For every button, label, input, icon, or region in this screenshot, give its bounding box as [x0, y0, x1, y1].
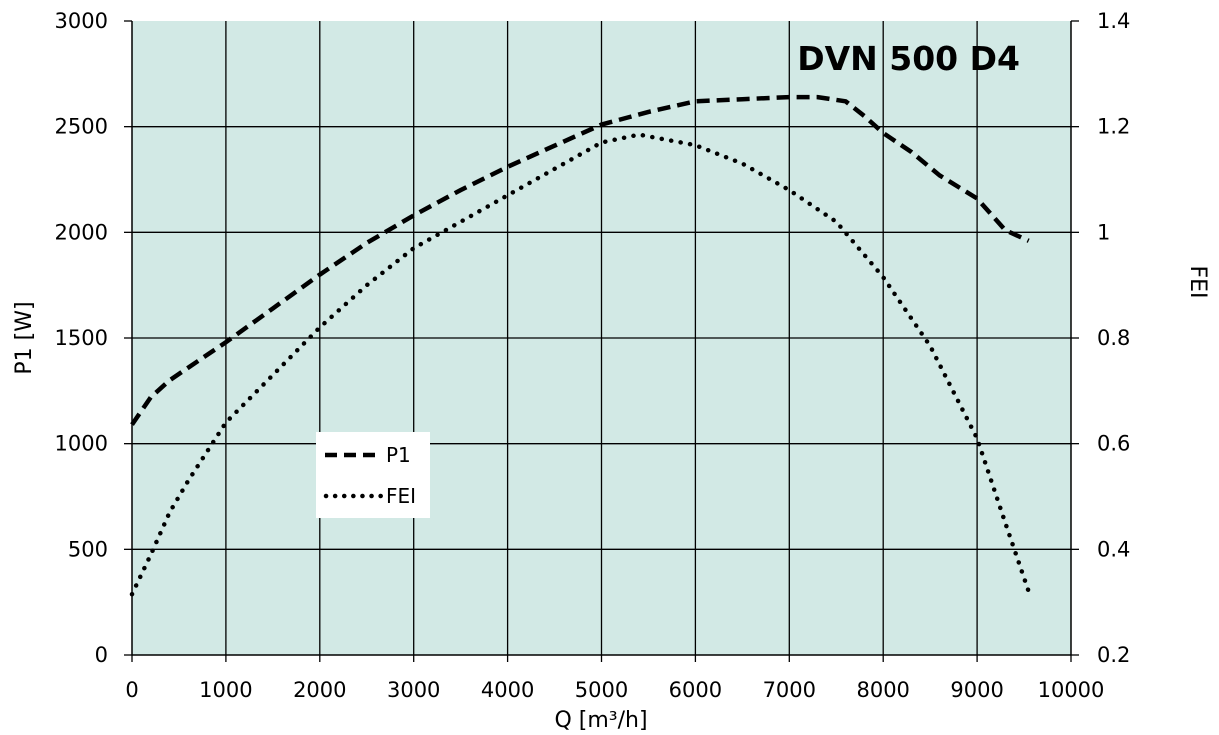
x-tick-label: 1000 — [199, 678, 252, 702]
y2-axis-title: FEI — [1185, 265, 1210, 298]
x-tick-label: 4000 — [481, 678, 534, 702]
x-tick-label: 8000 — [856, 678, 909, 702]
x-tick-label: 7000 — [763, 678, 816, 702]
y-tick-label: 2500 — [55, 115, 108, 139]
x-tick-label: 5000 — [575, 678, 628, 702]
x-tick-label: 0 — [125, 678, 138, 702]
legend-background — [316, 432, 430, 518]
y2-tick-label: 1.4 — [1097, 9, 1130, 33]
y2-tick-label: 1 — [1097, 220, 1110, 244]
x-tick-label: 3000 — [387, 678, 440, 702]
y2-tick-label: 0.6 — [1097, 432, 1130, 456]
x-tick-label: 6000 — [669, 678, 722, 702]
legend-fei-label: FEI — [386, 484, 416, 508]
series-p1-line — [130, 94, 1030, 426]
x-tick-label: 9000 — [950, 678, 1003, 702]
x-tick-label: 10000 — [1038, 678, 1105, 702]
chart-title: DVN 500 D4 — [797, 39, 1020, 78]
y-tick-label: 0 — [95, 643, 108, 667]
tick-labels: 0 1000 2000 3000 4000 5000 6000 7000 8000 9000 100… — [55, 9, 1131, 702]
axes — [124, 20, 1079, 662]
x-axis-title: Q [m³/h] — [554, 708, 647, 733]
x-tick-label: 2000 — [293, 678, 346, 702]
y-tick-label: 2000 — [55, 220, 108, 244]
y-tick-label: 1000 — [55, 432, 108, 456]
y-tick-label: 3000 — [55, 9, 108, 33]
series-fei-line — [129, 132, 1031, 597]
y2-tick-label: 0.8 — [1097, 326, 1130, 350]
y-axis-title: P1 [W] — [12, 301, 37, 374]
legend-p1-label: P1 — [386, 443, 411, 467]
legend: P1 FEI — [316, 432, 430, 518]
y2-tick-label: 1.2 — [1097, 115, 1130, 139]
y-tick-label: 1500 — [55, 326, 108, 350]
y2-tick-label: 0.4 — [1097, 537, 1130, 561]
series-layer — [129, 94, 1031, 597]
y2-tick-label: 0.2 — [1097, 643, 1130, 667]
y-tick-label: 500 — [68, 537, 108, 561]
